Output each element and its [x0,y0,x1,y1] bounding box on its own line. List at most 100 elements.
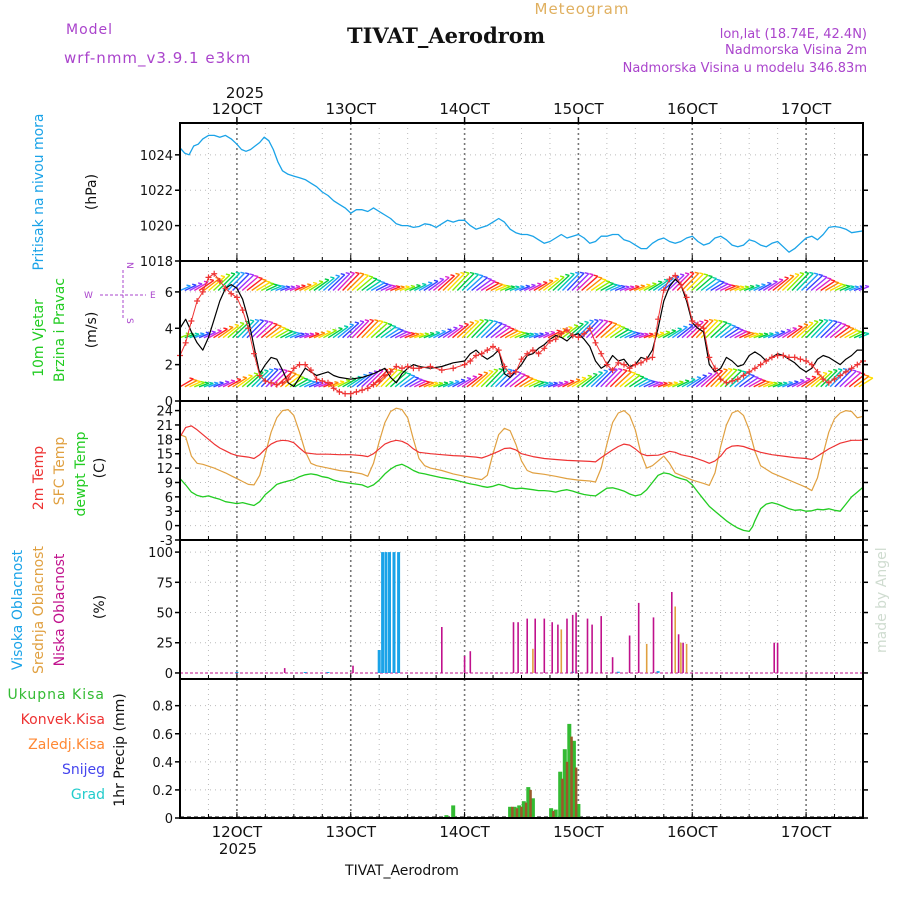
wind-arrow [848,331,862,339]
wind-arrow [294,333,305,339]
wind-arrow [442,273,460,292]
wind-arrow-head [778,381,783,385]
wind-arrow-head [296,373,301,377]
wind-obs-marker [296,361,303,368]
wind-arrow [810,320,829,339]
wind-obs-marker [666,276,673,283]
wind-arrow [667,274,685,292]
wind-arrow [265,284,278,292]
wind-arrow [629,286,640,292]
wind-arrow-head [735,285,740,288]
wind-arrow [705,279,721,292]
pressure-panel: 1018 1020 1022 1024 [140,122,868,270]
wind-arrow-head [488,369,493,373]
wind-arrow [189,333,200,339]
wind-arrow-head [264,319,269,323]
wind-arrow-head [304,332,310,335]
wind-arrow [404,285,416,292]
cloud-bar-mid [674,606,676,673]
wind-arrow-head [708,274,713,278]
wind-obs-marker [245,325,252,332]
wind-obs-marker [342,390,349,397]
wind-arrow-head [731,324,736,327]
wind-arrow [198,382,210,388]
wind-arrow [528,333,539,339]
cloud-bar-high [397,552,401,673]
wind-arrow-head [387,323,393,326]
wind-arrow [451,272,470,291]
wind-arrow-head [631,371,636,374]
wind-arrow-head [510,327,515,330]
wind-arrow [810,372,828,388]
wind-arrow [810,276,828,292]
wind-arrow-head [428,281,433,284]
wind-arrow-head [531,283,536,287]
watermark: made by Angel [874,547,890,653]
wind-arrow [571,273,590,291]
wind-arrow [313,332,326,339]
cloud-bar-high [616,671,620,673]
temp-sfc-label: SFC Temp [52,437,68,506]
bottom-day-label: 14OCT [439,823,490,841]
wind-arrow [356,320,375,339]
wind-arrow-head [718,319,723,323]
wind-arrow [270,285,282,292]
wind-arrow [590,320,609,339]
wind-arrow [767,279,784,292]
wind-obs-marker [541,345,548,352]
wind-arrow [399,375,416,388]
wind-arrow-head [620,325,626,329]
wind-arrow [217,273,236,291]
wind-obs-marker [228,290,235,297]
wind-arrow-head [864,332,870,335]
precip-conv-label: Konvek.Kisa [21,712,105,728]
wind-arrow [375,283,389,292]
wind-arrow [801,273,819,291]
wind-arrow-head [818,319,824,322]
wind-obs-marker [535,350,542,357]
wind-arrow-head [223,327,228,330]
wind-arrow [691,274,709,292]
wind-arrow-head [690,377,696,381]
wind-arrow-head [406,331,412,334]
wind-arrow [480,369,499,388]
wind-arrow-head [273,322,278,325]
wind-arrow [528,283,542,292]
wind-arrow-head [292,330,297,334]
y-tick-label: 25 [156,637,173,652]
cloud-bar-mid [680,642,682,673]
wind-arrow-head [204,381,209,384]
wind-arrow-head [553,381,558,384]
wind-arrow-head [433,279,439,282]
wind-arrow [715,283,729,292]
wind-arrow [523,379,538,388]
wind-arrow-head [192,283,197,286]
wind-arrow-head [749,284,755,288]
wind-arrow-head [598,371,603,374]
wind-arrow-head [324,278,329,281]
wind-arrow-head [616,324,622,327]
wind-arrow [710,281,725,292]
wind-arrow-head [211,330,216,333]
wind-arrow-head [558,381,563,384]
wind-arrow-head [285,285,290,288]
wind-arrow-head [643,377,648,380]
wind-arrow-head [757,377,763,380]
wind-arrow-head [838,282,843,285]
wind-arrow [184,379,198,388]
wind-arrow-head [587,374,592,378]
wind-arrow-head [827,277,832,280]
wind-arrow-head [727,283,732,286]
wind-arrow [763,333,774,339]
wind-arrow-head [273,283,278,286]
wind-arrow-head [372,277,378,280]
wind-arrow [748,333,759,339]
wind-arrow-head [387,283,393,287]
wind-obs-marker [564,327,570,334]
wind-arrow [643,333,654,339]
wind-arrow-head [608,320,613,323]
precip-conv-bar [511,806,514,818]
wind-arrow [423,280,439,292]
wind-arrow [303,282,318,292]
